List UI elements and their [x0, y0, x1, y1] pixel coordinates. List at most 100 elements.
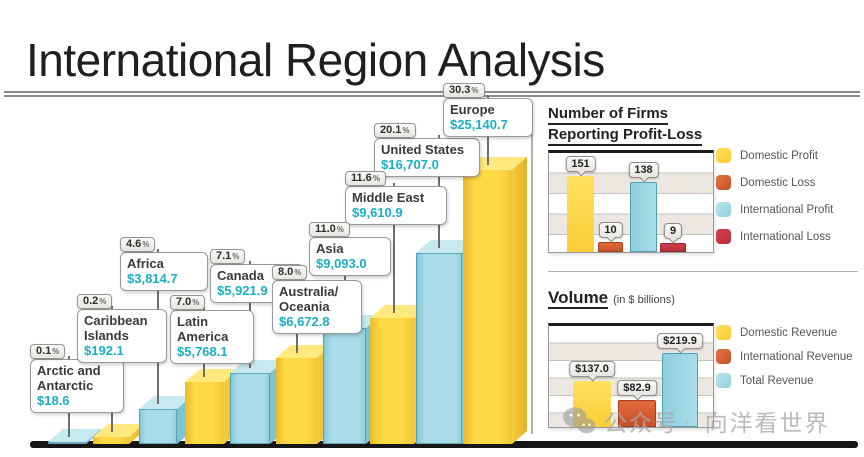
mini-bar-total-revenue: [662, 353, 698, 427]
legend-item-domestic-profit: Domestic Profit: [716, 148, 833, 163]
bar-top-face: [48, 429, 101, 442]
legend-label: Total Revenue: [740, 374, 814, 387]
callout-region-name: Africa: [127, 256, 164, 271]
watermark-brand: 公众号: [604, 410, 679, 436]
pct-value: 11.6: [351, 172, 372, 184]
legend-label: Domestic Revenue: [740, 326, 838, 339]
legend-swatch-blue: [716, 202, 731, 217]
watermark-dot: ·: [683, 407, 693, 434]
legend-label: International Loss: [740, 230, 831, 243]
value-badge-domestic-loss: 10: [598, 222, 623, 243]
legend-item-international-revenue: International Revenue: [716, 349, 853, 364]
pct-value: 8.0: [278, 266, 294, 278]
legend-swatch-orange: [716, 349, 731, 364]
mini-bar-international-revenue: [618, 400, 656, 427]
callout-region-name: Antarctic: [37, 378, 94, 393]
legend-swatch-yellow: [716, 325, 731, 340]
callout-value: $192.1: [84, 343, 124, 358]
bar-arctic-and-antarctic: [48, 429, 101, 444]
firms-panel-heading: Number of Firms Reporting Profit-Loss: [548, 104, 703, 146]
callout-caribbean-islands: Caribbean Islands $192.1: [77, 309, 167, 363]
mini-bar-international-profit: [630, 182, 657, 252]
bar-front-face: [48, 442, 86, 444]
callout-value: $5,768.1: [177, 344, 228, 359]
value-badge-tail: [675, 343, 686, 354]
bar-top-face: [139, 396, 192, 409]
callout-region-name: Arctic and: [37, 363, 101, 378]
callout-region-name: Islands: [84, 328, 129, 343]
pct-symbol: %: [336, 225, 344, 234]
legend-label: International Profit: [740, 203, 834, 216]
callout-region-name: Middle East: [352, 190, 425, 205]
pct-value: 4.6: [126, 238, 142, 250]
bar-europe: [463, 157, 527, 444]
vertical-divider: [531, 104, 533, 434]
callout-value: $9,610.9: [352, 205, 403, 220]
pct-symbol: %: [232, 252, 240, 261]
volume-panel-heading: Volume (in $ billions): [548, 288, 675, 310]
callout-connector-middle-east: [393, 183, 395, 313]
volume-heading-subtitle: (in $ billions): [613, 294, 675, 306]
firms-heading-line1: Number of Firms: [548, 104, 669, 125]
callout-asia: Asia $9,093.0: [309, 237, 391, 276]
callout-value: $16,707.0: [381, 157, 439, 172]
legend-item-domestic-loss: Domestic Loss: [716, 175, 833, 190]
mini-bar-domestic-profit: [567, 176, 594, 252]
bar-top-face: [185, 369, 239, 382]
pct-badge-caribbean-islands: 0.2%: [77, 294, 113, 309]
value-badge-international-profit: 138: [628, 162, 659, 183]
bar-top-face: [93, 424, 144, 437]
pct-symbol: %: [99, 297, 107, 306]
pct-badge-arctic-and-antarctic: 0.1%: [30, 344, 66, 359]
bar-front-face: [93, 437, 129, 444]
bar-top-face: [276, 345, 332, 358]
callout-value: $6,672.8: [279, 314, 330, 329]
legend-item-international-loss: International Loss: [716, 229, 833, 244]
pct-value: 30.3: [449, 84, 471, 96]
top-rule-lower: [4, 95, 860, 97]
bar-front-face: [463, 170, 512, 444]
pct-badge-australia-oceania: 8.0%: [272, 265, 308, 280]
bar-top-face: [370, 305, 429, 318]
page-title: International Region Analysis: [26, 33, 605, 86]
callout-region-name: Canada: [217, 268, 264, 283]
value-badge-tail: [668, 233, 679, 244]
callout-arctic-and-antarctic: Arctic and Antarctic $18.6: [30, 359, 124, 413]
watermark: 公众号 · 向洋看世界: [562, 404, 830, 438]
pct-symbol: %: [372, 174, 380, 183]
legend-item-international-profit: International Profit: [716, 202, 833, 217]
legend-swatch-blue: [716, 373, 731, 388]
legend-label: Domestic Profit: [740, 149, 818, 162]
bar-front-face: [370, 318, 414, 444]
mini-bar-international-loss: [660, 243, 686, 252]
pct-value: 11.0: [315, 223, 336, 235]
bar-front-face: [323, 328, 366, 444]
bar-side-face: [512, 157, 527, 444]
callout-value: $5,921.9: [217, 283, 268, 298]
bar-front-face: [276, 358, 317, 444]
legend-label: Domestic Loss: [740, 176, 816, 189]
callout-europe: Europe $25,140.7: [443, 98, 533, 137]
value-badge-international-loss: 9: [663, 223, 683, 244]
firms-legend: Domestic Profit Domestic Loss Internationa…: [716, 148, 833, 256]
value-badge-domestic-profit: 151: [565, 156, 596, 177]
value-badge-tail: [587, 371, 598, 382]
legend-item-total-revenue: Total Revenue: [716, 373, 853, 388]
callout-latin-america: Latin America $5,768.1: [170, 310, 254, 364]
legend-swatch-red: [716, 229, 731, 244]
wechat-icon: [563, 407, 596, 434]
callout-region-name: Oceania: [279, 299, 330, 314]
firms-profit-loss-chart: 151 10 138 9: [548, 150, 714, 253]
pct-symbol: %: [192, 298, 200, 307]
pct-value: 0.2: [83, 295, 99, 307]
legend-label: International Revenue: [740, 350, 853, 363]
bar-front-face: [230, 373, 270, 444]
bar-front-face: [139, 409, 177, 444]
bar-top-face: [416, 240, 477, 253]
pct-badge-middle-east: 11.6%: [345, 171, 386, 186]
pct-badge-united-states: 20.1%: [374, 123, 416, 138]
legend-swatch-yellow: [716, 148, 731, 163]
callout-region-name: Asia: [316, 241, 344, 256]
value-badge-tail: [606, 232, 616, 243]
